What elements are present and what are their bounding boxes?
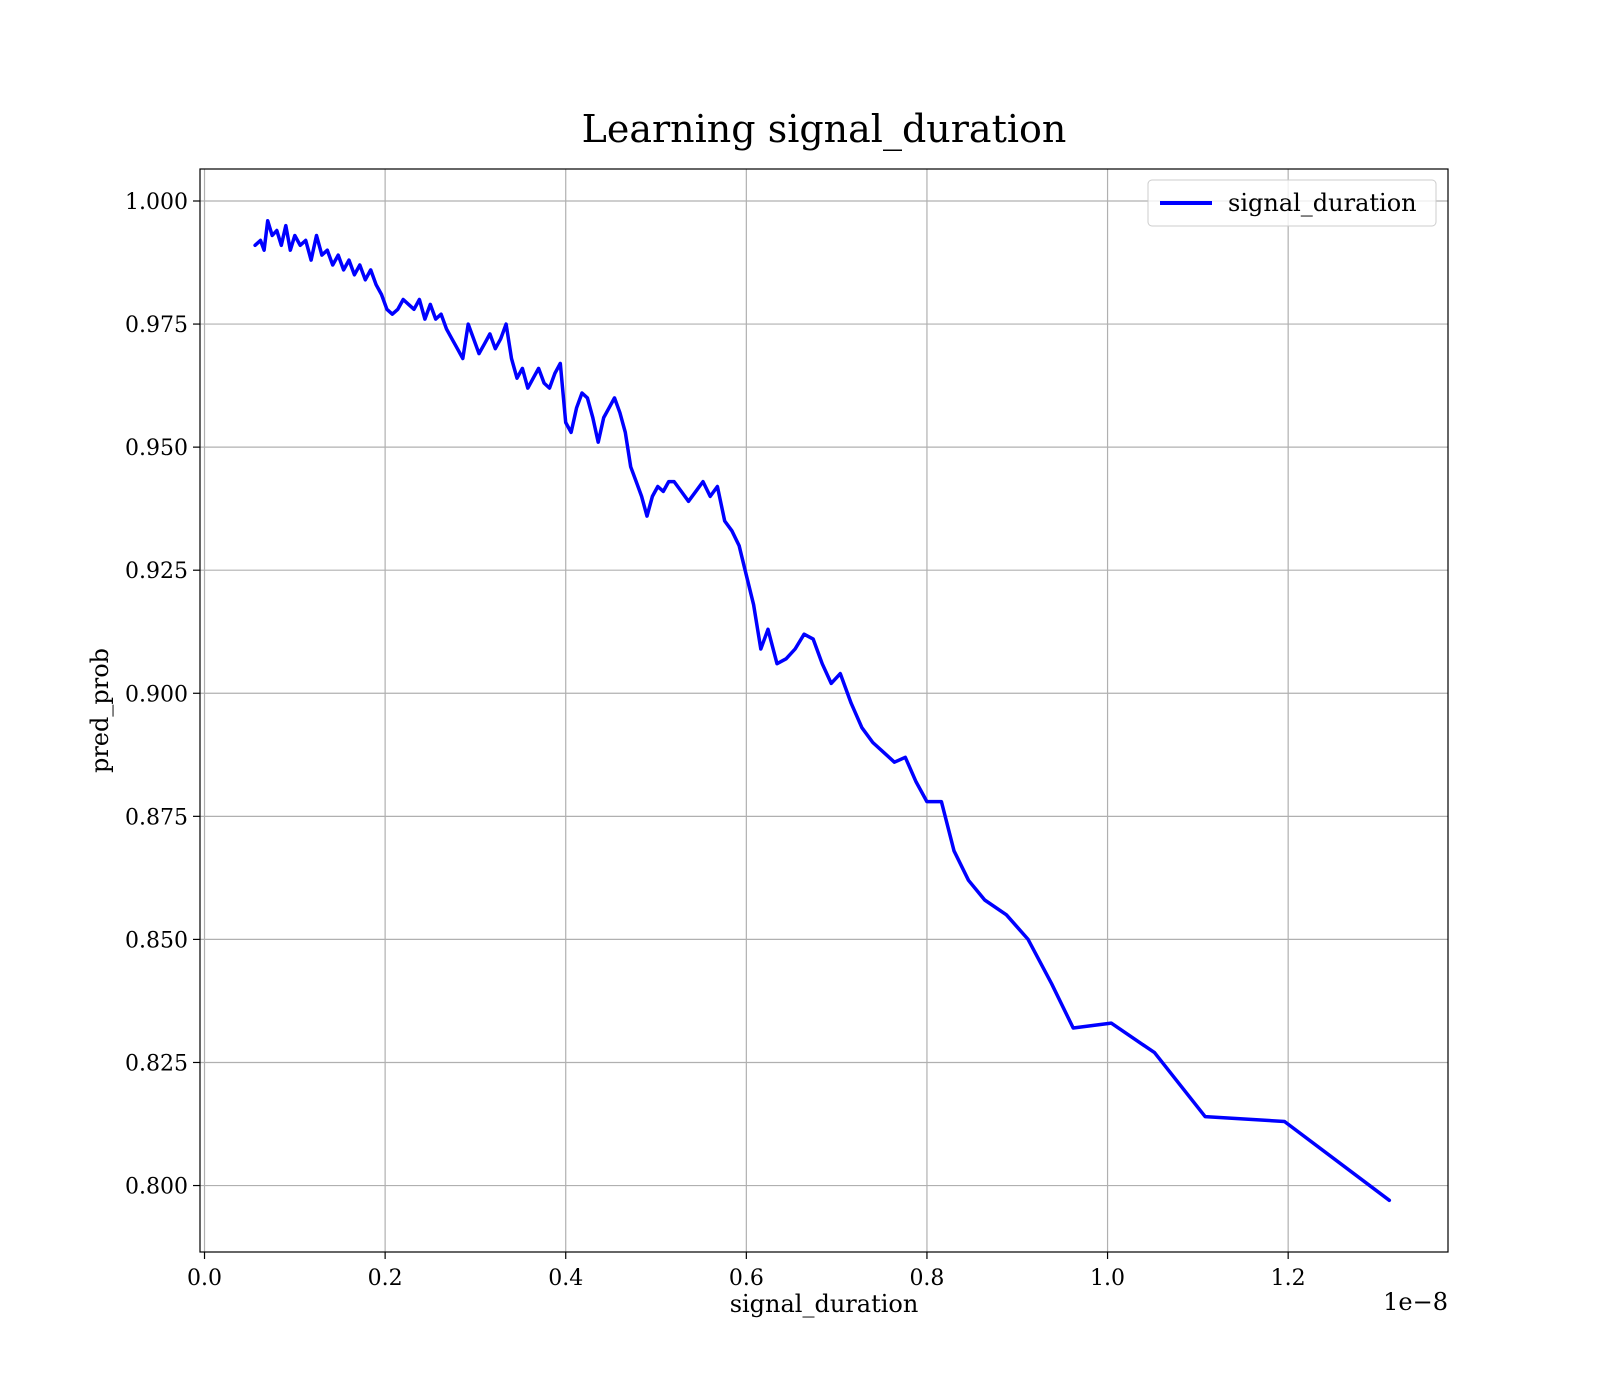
x-tick-label: 1.0 bbox=[1090, 1266, 1125, 1291]
y-tick-label: 0.875 bbox=[125, 805, 188, 830]
x-tick-label: 0.8 bbox=[909, 1266, 944, 1291]
plot-frame bbox=[199, 168, 1449, 1253]
x-axis-label: signal_duration bbox=[730, 1290, 919, 1318]
legend-box bbox=[1147, 179, 1437, 227]
x-tick-label: 0.2 bbox=[368, 1266, 403, 1291]
series-line bbox=[253, 218, 1392, 1203]
x-tick-label: 0.6 bbox=[729, 1266, 764, 1291]
axis-ticks: 0.0 0.2 0.4 0.6 0.8 1.0 1.2 0.800 0.825 0.850 0.87… bbox=[125, 190, 1306, 1291]
y-tick-label: 0.925 bbox=[125, 559, 188, 584]
y-tick-label: 0.825 bbox=[125, 1051, 188, 1076]
grid-lines bbox=[200, 169, 1448, 1252]
y-axis-label: pred_prob bbox=[86, 648, 114, 773]
y-tick-label: 0.975 bbox=[125, 313, 188, 338]
y-tick-label: 0.850 bbox=[125, 928, 188, 953]
y-tick-label: 1.000 bbox=[125, 190, 188, 215]
x-axis-offset-text: 1e−8 bbox=[1383, 1288, 1448, 1316]
y-tick-label: 0.950 bbox=[125, 436, 188, 461]
x-tick-label: 1.2 bbox=[1271, 1266, 1306, 1291]
legend-label: signal_duration bbox=[1228, 189, 1417, 217]
chart-title: Learning signal_duration bbox=[582, 107, 1067, 152]
x-tick-label: 0.4 bbox=[548, 1266, 583, 1291]
x-tick-label: 0.0 bbox=[187, 1266, 222, 1291]
legend: signal_duration bbox=[1147, 179, 1437, 227]
y-tick-label: 0.800 bbox=[125, 1175, 188, 1200]
series-layer bbox=[253, 218, 1392, 1203]
y-tick-label: 0.900 bbox=[125, 682, 188, 707]
